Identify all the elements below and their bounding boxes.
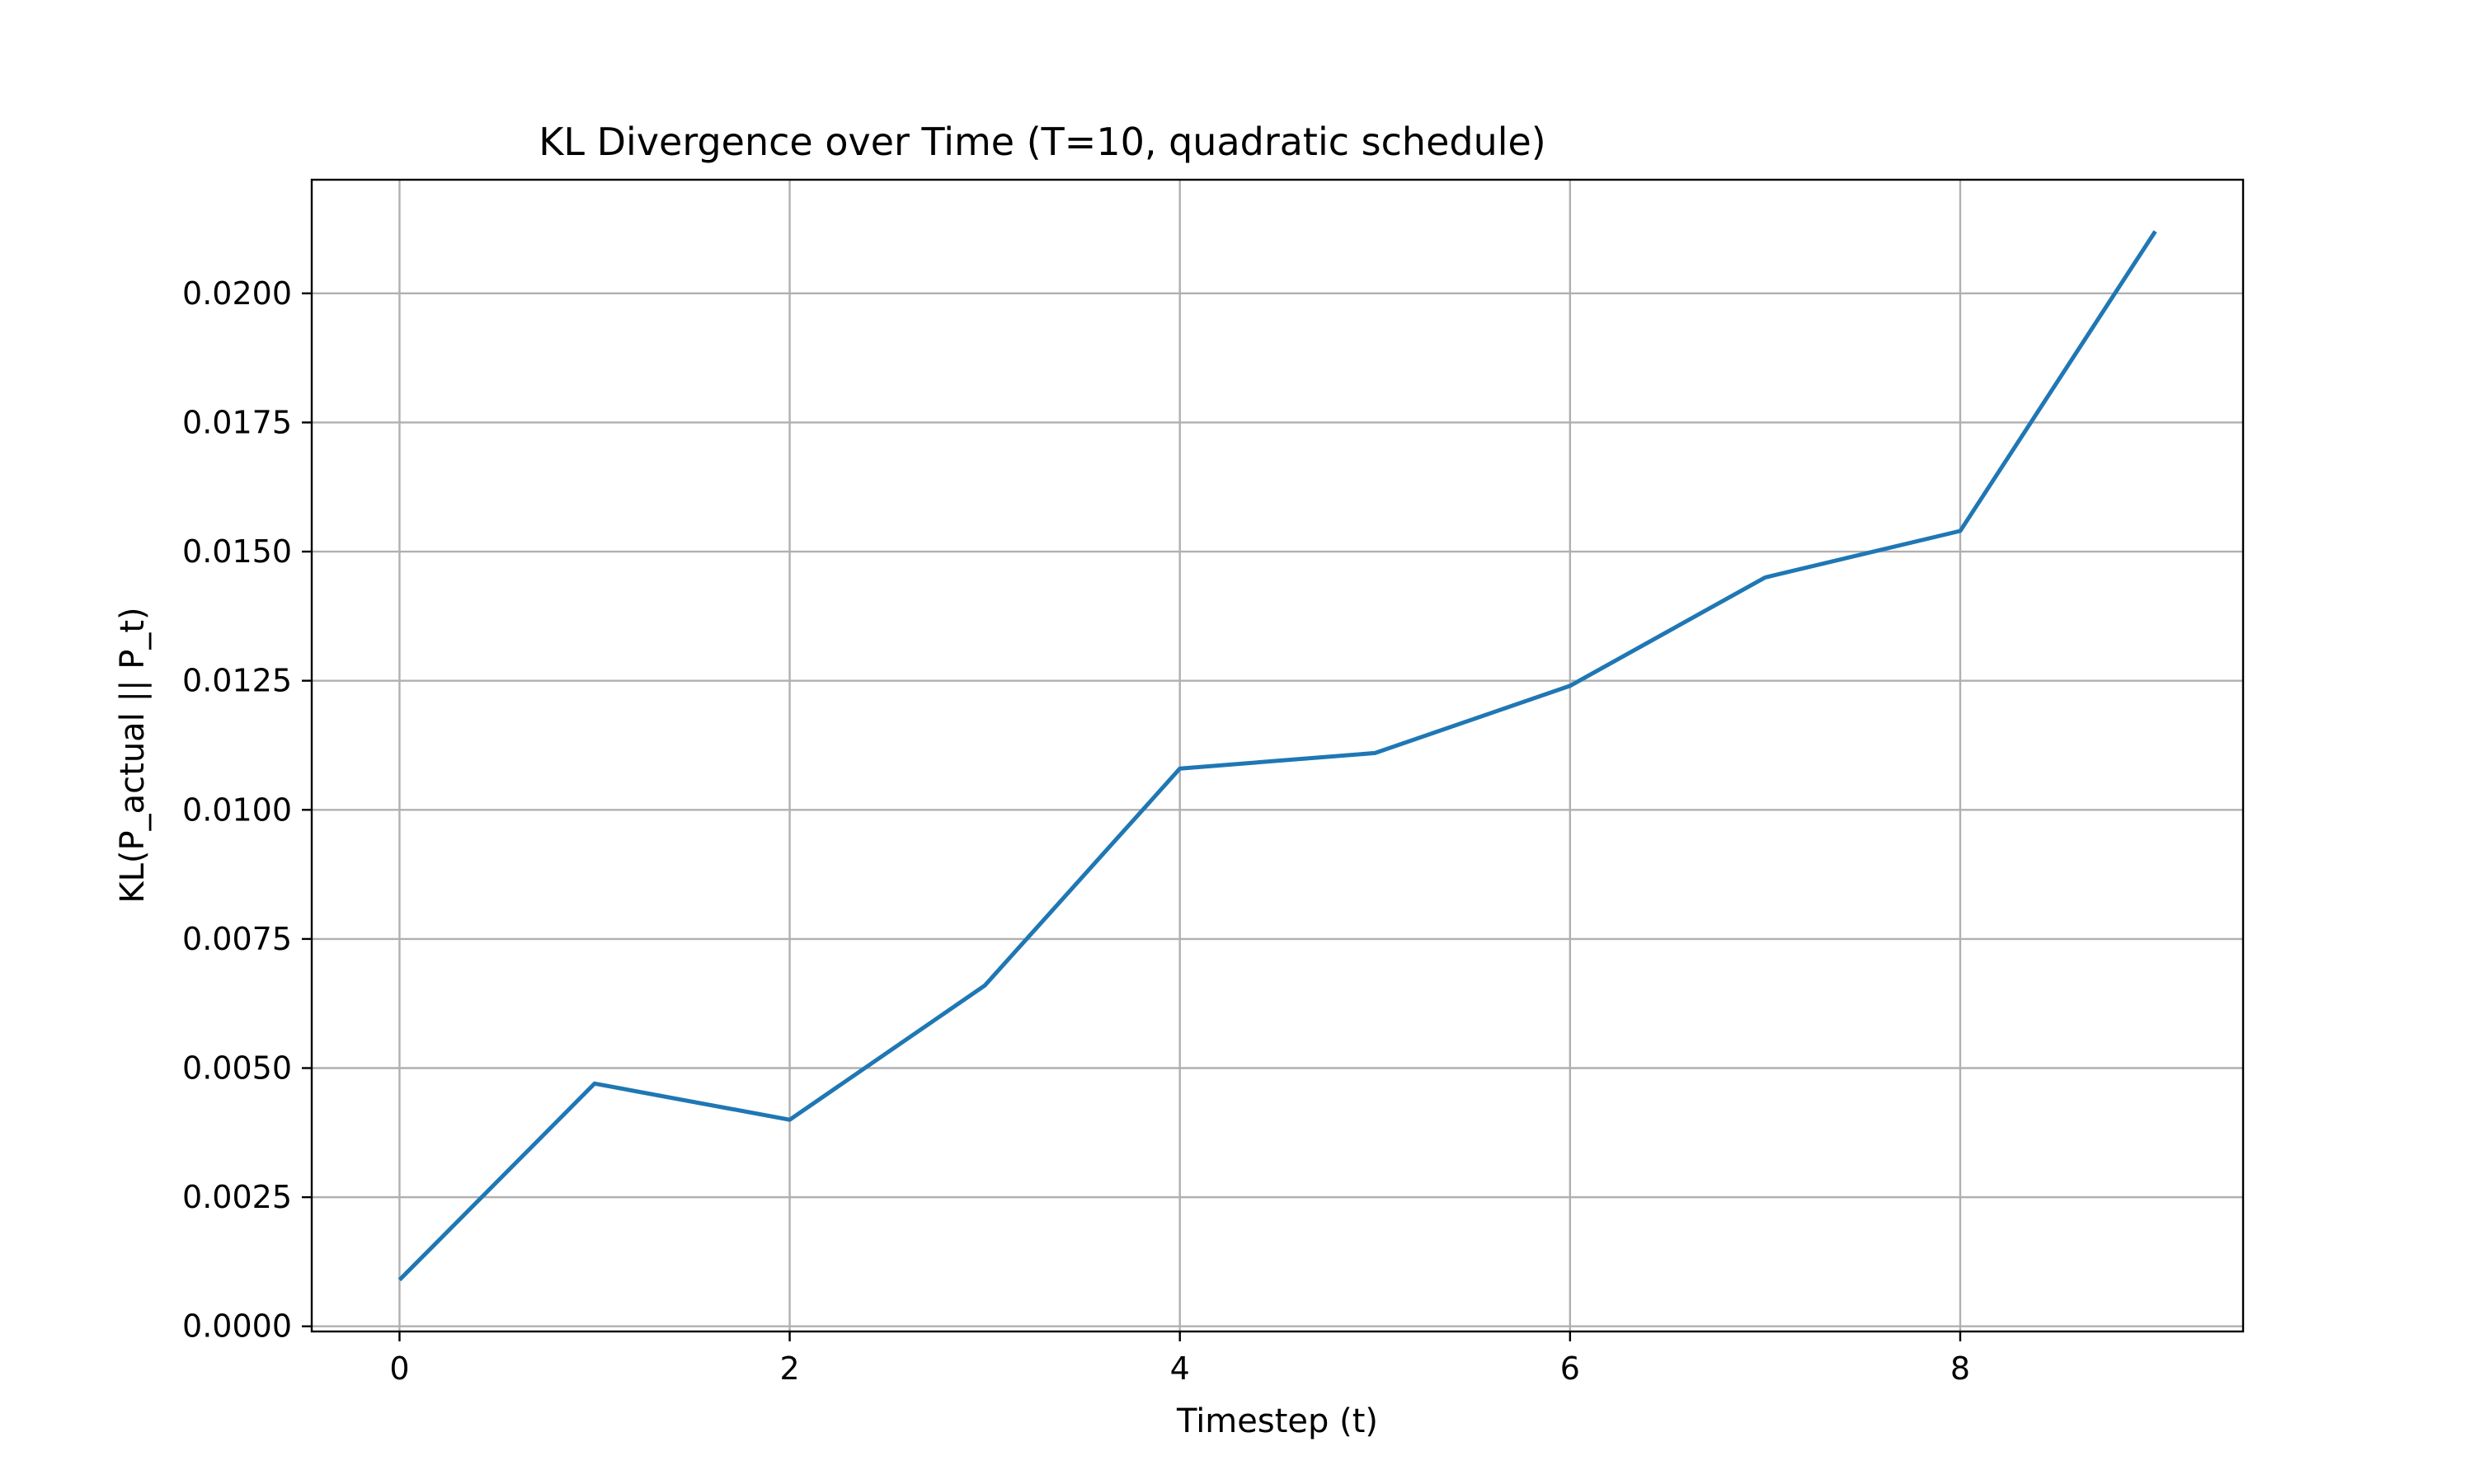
- x-axis-label: Timestep (t): [1176, 1402, 1378, 1440]
- y-tick-label: 0.0175: [182, 404, 292, 440]
- y-tick-label: 0.0125: [182, 663, 292, 699]
- x-tick-label: 8: [1950, 1350, 1970, 1387]
- ticks-layer: 0 2 4 6 8 0.0000 0.0025 0.0050 0.0075 0.0100 0.012…: [182, 275, 1970, 1387]
- y-tick-label: 0.0150: [182, 533, 292, 570]
- y-tick-label: 0.0000: [182, 1308, 292, 1345]
- x-tick-label: 2: [779, 1350, 799, 1387]
- y-tick-label: 0.0200: [182, 275, 292, 312]
- plot-frame: [310, 178, 2245, 1333]
- x-tick-label: 6: [1560, 1350, 1580, 1387]
- chart-title: KL Divergence over Time (T=10, quadratic…: [539, 120, 1546, 164]
- series-line: [397, 230, 2157, 1282]
- x-tick-label: 4: [1170, 1350, 1190, 1387]
- series-layer: [397, 230, 2157, 1282]
- x-tick-label: 0: [389, 1350, 409, 1387]
- y-tick-label: 0.0100: [182, 791, 292, 828]
- y-tick-label: 0.0050: [182, 1050, 292, 1087]
- grid-layer: [312, 180, 2243, 1331]
- y-tick-label: 0.0025: [182, 1179, 292, 1215]
- y-axis-label: KL(P_actual || P_t): [114, 607, 152, 903]
- y-tick-label: 0.0075: [182, 921, 292, 957]
